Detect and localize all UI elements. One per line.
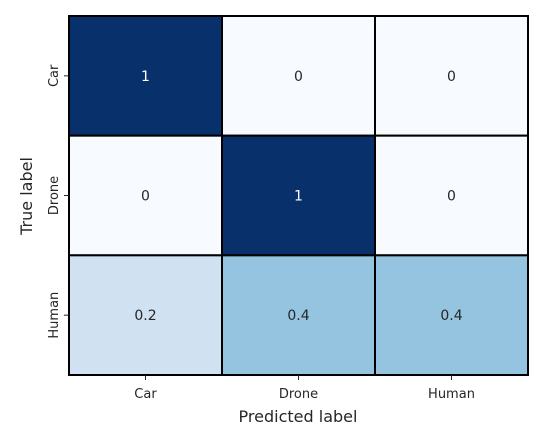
heatmap-cell-drone-human (374, 134, 529, 257)
cell-value-labels: 1 0 0 0 1 0 0.2 0.4 0.4 (134, 69, 462, 324)
y-tick-label-drone: Drone (47, 176, 62, 215)
x-axis-label: Predicted label (239, 407, 358, 426)
cell-value-label: 0 (294, 69, 303, 85)
axes: Car Drone Human Car Drone Human (47, 15, 529, 402)
cell-value-label: 0.4 (287, 308, 309, 324)
y-axis-label: True label (17, 157, 36, 236)
cell-value-label: 1 (294, 189, 303, 205)
y-tick-label-car: Car (47, 64, 62, 87)
cell-value-label: 0.2 (134, 308, 156, 324)
heatmap-cell-human-drone (221, 254, 376, 376)
heatmap-cells (68, 15, 529, 376)
cell-value-label: 0 (447, 189, 456, 205)
cell-value-label: 0.4 (440, 308, 462, 324)
x-tick-label-human: Human (428, 387, 475, 402)
cell-value-label: 0 (141, 189, 150, 205)
cell-value-label: 0 (447, 69, 456, 85)
heatmap-cell-car-car (68, 15, 223, 137)
x-tick-label-drone: Drone (279, 387, 318, 402)
heatmap-cell-drone-car (68, 134, 223, 257)
heatmap-cell-car-drone (221, 15, 376, 137)
cell-value-label: 1 (141, 69, 150, 85)
y-tick-label-human: Human (47, 292, 62, 339)
x-tick-label-car: Car (134, 387, 157, 402)
